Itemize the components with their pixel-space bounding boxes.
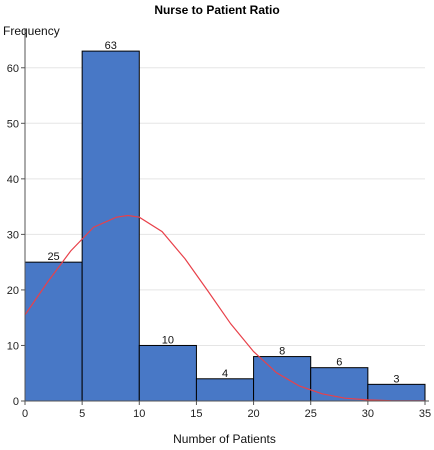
histogram-bar (81, 50, 140, 402)
y-tick-label: 0 (13, 396, 19, 408)
bar-value-label: 3 (393, 373, 399, 385)
bar-value-label: 63 (105, 40, 117, 52)
histogram-bar (253, 356, 312, 402)
bar-value-label: 10 (162, 334, 174, 346)
bar-value-label: 6 (336, 357, 342, 369)
histogram-bar (367, 383, 426, 402)
bar-value-label: 8 (279, 346, 285, 358)
x-tick-label: 10 (133, 408, 145, 420)
bar-value-label: 4 (222, 368, 228, 380)
x-tick-label: 30 (362, 408, 374, 420)
y-tick-label: 50 (7, 118, 19, 130)
bar-value-label: 25 (47, 251, 59, 263)
histogram-bar (24, 261, 83, 402)
y-tick-label: 60 (7, 63, 19, 75)
x-axis-title: Number of Patients (173, 432, 276, 446)
histogram-bar (138, 344, 197, 402)
x-tick-label: 15 (190, 408, 202, 420)
y-tick-label: 10 (7, 340, 19, 352)
bars (24, 50, 426, 402)
x-tick-label: 20 (247, 408, 259, 420)
x-tick-label: 25 (305, 408, 317, 420)
axes: 0 10 20 30 40 50 60 0 5 10 15 20 25 30 35 (7, 28, 431, 420)
histogram-bar (310, 367, 369, 402)
y-axis-title: Frequency (3, 24, 60, 38)
y-tick-label: 30 (7, 229, 19, 241)
x-tick-label: 0 (22, 408, 28, 420)
y-tick-label: 40 (7, 174, 19, 186)
chart-title: Nurse to Patient Ratio (154, 3, 279, 17)
y-tick-label: 20 (7, 285, 19, 297)
histogram-bar (195, 378, 255, 402)
density-curve (24, 214, 426, 402)
x-tick-label: 35 (419, 408, 431, 420)
x-tick-label: 5 (79, 408, 85, 420)
density-curve-group (24, 214, 426, 402)
